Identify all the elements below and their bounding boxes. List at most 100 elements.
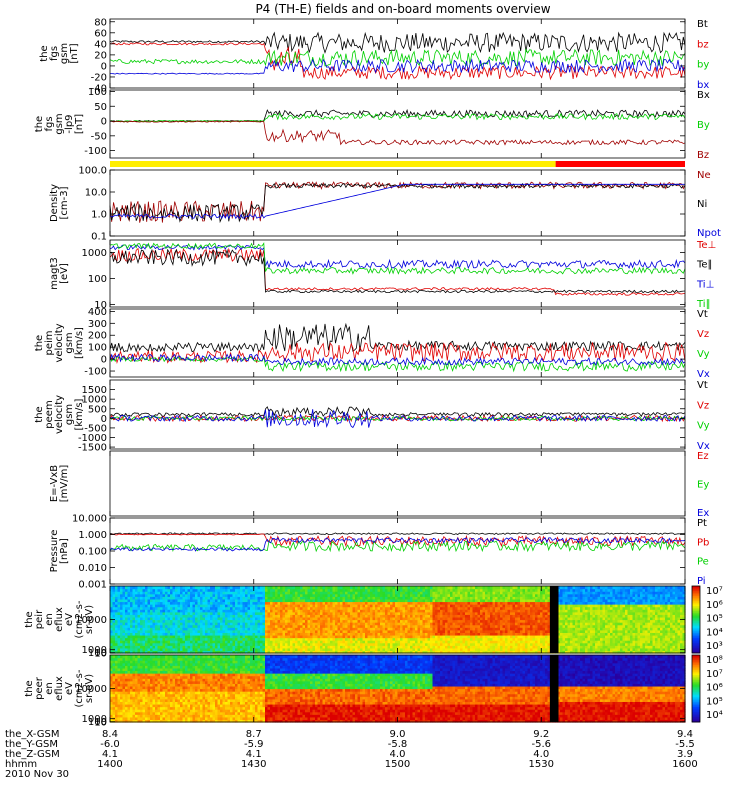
colorbar-tick-label: 10⁴: [706, 627, 723, 638]
y-tick-label: 0.100: [78, 547, 107, 558]
y-tick-label: 10.0: [85, 188, 107, 199]
y-tick-label: 20: [94, 50, 107, 61]
mode-bar: [110, 161, 556, 167]
y-label-line: eflux: [54, 607, 65, 632]
y-tick-label: 0.1: [91, 232, 107, 243]
x-axis-row-label: the_X-GSM: [5, 729, 59, 740]
legend-entry: Vx: [697, 441, 710, 452]
x-tick-label: -5.6: [531, 739, 551, 750]
panel-density: Density [cm-3] Ne Ni Npot 100.0 10.0 1.0 0.1: [49, 166, 721, 243]
series-Vt: [109, 322, 686, 353]
y-label-line: peem: [44, 400, 55, 428]
legend-entry: Ni: [697, 199, 707, 210]
legend-entry: bx: [697, 80, 709, 91]
plot-title: P4 (TH-E) fields and on-board moments ov…: [255, 2, 550, 16]
x-tick-label: 1430: [241, 759, 266, 770]
panel-efield: E=-VxB [mV/m] Ez Ey Ex: [49, 450, 709, 519]
y-label-line: sr-eV): [84, 605, 95, 634]
y-tick-label: 0: [101, 117, 107, 128]
y-label-line: (cm2-s-: [74, 669, 85, 707]
y-label-line: the: [24, 680, 35, 696]
y-tick-label: 1000: [82, 714, 107, 725]
y-tick-label: 1000: [82, 248, 107, 259]
y-tick-label: 1500: [82, 385, 107, 396]
colorbar-tick-label: 10⁷: [706, 669, 723, 680]
y-label-line: en: [44, 613, 55, 626]
x-tick-label: 3.9: [677, 749, 693, 760]
y-tick-label: -40: [91, 84, 107, 95]
y-label-line: [nT]: [69, 43, 80, 63]
y-tick-label: 50: [94, 102, 107, 113]
y-label-peir_spectrogram: the peir en eflux eV (cm2-s-sr-eV): [24, 600, 95, 638]
y-label-line: the: [34, 335, 45, 351]
y-tick-label: 10000: [75, 684, 107, 695]
x-tick-label: 8.4: [102, 729, 118, 740]
y-label-line: [eV]: [59, 263, 70, 284]
x-axis-row-label: the_Z-GSM: [5, 749, 60, 760]
panel-peem_velocity: the peem velocity gsm [km/s] Vt Vz Vy Vx 15001000…: [34, 379, 710, 454]
legend-entry: bz: [697, 39, 709, 50]
y-label-line: fgs: [49, 46, 60, 61]
y-label-line: Density: [49, 184, 60, 222]
data-gap: [549, 586, 559, 653]
y-label-line: Pressure: [49, 530, 60, 573]
x-tick-label: 9.4: [677, 729, 693, 740]
y-tick-label: -100: [84, 367, 107, 378]
legend-entry: Pt: [697, 518, 707, 529]
y-label-line: E=-VxB: [49, 465, 60, 502]
legend-entry: Pe: [697, 557, 709, 568]
y-tick-label: 500: [88, 404, 107, 415]
y-tick-label: 10: [94, 718, 107, 729]
legend-entry: Pi: [697, 576, 706, 587]
y-tick-label: 100.0: [78, 166, 107, 177]
panel-peir_spectrogram: the peir en eflux eV (cm2-s-sr-eV)10⁷10⁶10⁵10…: [24, 585, 723, 660]
y-label-line: eV: [64, 613, 75, 626]
y-tick-label: 100: [88, 343, 107, 354]
colorbar-tick-label: 10⁴: [706, 710, 723, 721]
y-label-line: peer: [34, 676, 45, 700]
x-tick-label: -5.8: [388, 739, 408, 750]
legend-entry: Vt: [697, 309, 708, 320]
panel-frame: [109, 450, 686, 517]
series-Pi: [109, 536, 686, 552]
y-tick-label: 400: [88, 307, 107, 318]
y-label-line: peim: [44, 330, 55, 355]
legend-entry: Bz: [697, 150, 709, 161]
colorbar-tick-label: 10⁶: [706, 683, 723, 694]
y-label-pressure: Pressure [nPa]: [49, 530, 70, 573]
series-Ti∥: [109, 242, 686, 275]
y-tick-label: 1.0: [91, 210, 107, 221]
legend-entry: Bt: [697, 19, 708, 30]
y-label-line: eV: [64, 682, 75, 695]
y-tick-label: 100: [88, 717, 107, 728]
x-tick-label: 4.1: [102, 749, 118, 760]
x-axis-row-label: hhmm: [5, 759, 37, 770]
y-label-density: Density [cm-3]: [49, 184, 70, 222]
y-label-line: [cm-3]: [59, 186, 70, 219]
x-tick-label: 1400: [97, 759, 122, 770]
panel-peer_spectrogram: the peer en eflux eV (cm2-s-sr-eV)10⁸10⁷10⁶10…: [24, 654, 723, 729]
panel-peim_velocity: the peim velocity gsm [km/s] Vt Vz Vy Vx 40030020…: [34, 307, 710, 380]
y-tick-label: 10: [94, 300, 107, 311]
x-tick-label: 1600: [672, 759, 697, 770]
legend-entry: Npot: [697, 228, 721, 239]
series-Te⊥: [109, 247, 686, 296]
series-Pe: [109, 540, 686, 553]
y-tick-label: -500: [84, 423, 107, 434]
colorbar-tick-label: 10³: [706, 641, 723, 652]
y-tick-label: 10000: [75, 615, 107, 626]
legend-entry: Vy: [697, 349, 710, 360]
legend-entry: by: [697, 60, 709, 71]
colorbar-tick-label: 10⁵: [706, 614, 723, 625]
series-Pb: [110, 533, 686, 548]
panel-frame: [109, 89, 686, 159]
series-Ni: [109, 182, 686, 224]
y-label-fgs_gsm_lp: the fgs gsm -lp9 [nT]: [34, 113, 85, 134]
y-tick-label: 300: [88, 319, 107, 330]
panel-pressure: Pressure [nPa] Pt Pb Pe Pi 10.000 1.000 0.100 0.0…: [49, 514, 709, 591]
colorbar-peer_spectrogram: 10⁸ 10⁷ 10⁶ 10⁵ 10⁴: [691, 654, 723, 723]
series-bz: [109, 42, 686, 81]
y-tick-label: 0: [101, 61, 107, 72]
y-label-line: peir: [34, 609, 45, 629]
